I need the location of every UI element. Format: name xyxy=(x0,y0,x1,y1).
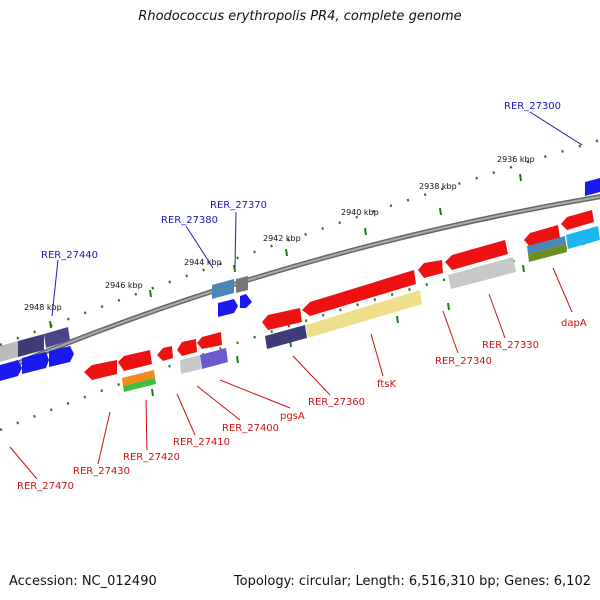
gene-arrow[interactable] xyxy=(302,270,416,316)
gene-arrow[interactable] xyxy=(44,327,70,348)
label-leader-lines xyxy=(9,111,583,480)
genome-summary-text: Topology: circular; Length: 6,516,310 bp… xyxy=(233,574,591,589)
gene-feature-bar[interactable] xyxy=(180,355,201,374)
gene-arrow[interactable] xyxy=(118,350,152,371)
lower-scale-dots xyxy=(0,238,600,432)
kbp-label: 2946 kbp xyxy=(105,281,143,290)
gene-feature-bar[interactable] xyxy=(123,378,156,392)
gene-label[interactable]: pgsA xyxy=(280,411,305,422)
gene-arrow[interactable] xyxy=(177,339,197,356)
upper-gene-features[interactable] xyxy=(0,178,600,381)
gene-arrow[interactable] xyxy=(585,178,600,196)
gene-feature-bar[interactable] xyxy=(448,257,516,289)
gene-arrow[interactable] xyxy=(0,341,18,362)
gene-arrow[interactable] xyxy=(212,279,234,299)
kbp-label: 2948 kbp xyxy=(24,303,62,312)
gene-arrow[interactable] xyxy=(262,308,302,330)
gene-arrow[interactable] xyxy=(197,332,222,349)
map-title: Rhodococcus erythropolis PR4, complete g… xyxy=(138,9,462,24)
gene-arrow[interactable] xyxy=(524,225,560,247)
gene-feature-bar[interactable] xyxy=(566,226,600,249)
gene-arrow[interactable] xyxy=(445,240,508,270)
gene-label[interactable]: dapA xyxy=(561,318,587,329)
gene-arrow[interactable] xyxy=(84,360,117,380)
kbp-label: 2942 kbp xyxy=(263,234,301,243)
gene-arrow[interactable] xyxy=(561,210,594,230)
gene-arrow[interactable] xyxy=(418,260,443,278)
kbp-label: 2940 kbp xyxy=(341,208,379,217)
gene-feature-bar[interactable] xyxy=(200,348,228,369)
gene-label[interactable]: RER_27380 xyxy=(161,215,218,226)
gene-label[interactable]: RER_27300 xyxy=(504,101,561,112)
gene-label[interactable]: RER_27420 xyxy=(123,452,180,463)
gene-label[interactable]: RER_27440 xyxy=(41,250,98,261)
upper-scale-dots xyxy=(0,138,600,347)
gene-label[interactable]: RER_27360 xyxy=(308,397,365,408)
gene-label[interactable]: RER_27340 xyxy=(435,356,492,367)
kbp-label: 2944 kbp xyxy=(184,258,222,267)
gene-feature-bar[interactable] xyxy=(527,236,566,254)
gene-feature-bar[interactable] xyxy=(528,244,567,262)
gene-arrow[interactable] xyxy=(22,352,49,374)
gene-arrow[interactable] xyxy=(0,360,22,381)
lower-gene-features[interactable] xyxy=(84,210,600,392)
gene-feature-bar[interactable] xyxy=(306,290,422,338)
gene-feature-bar[interactable] xyxy=(122,370,155,386)
gene-arrow[interactable] xyxy=(157,346,173,361)
gene-label[interactable]: RER_27330 xyxy=(482,340,539,351)
kbp-label: 2938 kbp xyxy=(419,182,457,191)
gene-arrow[interactable] xyxy=(240,294,252,308)
accession-text: Accession: NC_012490 xyxy=(9,574,157,589)
gene-label[interactable]: ftsK xyxy=(377,379,396,390)
gene-arrow[interactable] xyxy=(236,276,248,293)
lower-major-ticks xyxy=(151,264,525,397)
gene-label[interactable]: RER_27400 xyxy=(222,423,279,434)
gene-feature-bar[interactable] xyxy=(265,325,307,349)
gene-label[interactable]: RER_27430 xyxy=(73,466,130,477)
gene-arrow[interactable] xyxy=(18,334,44,357)
gene-arrow[interactable] xyxy=(49,346,74,367)
gene-label[interactable]: RER_27470 xyxy=(17,481,74,492)
gene-label[interactable]: RER_27370 xyxy=(210,200,267,211)
kbp-label: 2936 kbp xyxy=(497,155,535,164)
gene-label[interactable]: RER_27410 xyxy=(173,437,230,448)
gene-arrow[interactable] xyxy=(218,299,238,317)
upper-major-ticks xyxy=(49,173,522,329)
